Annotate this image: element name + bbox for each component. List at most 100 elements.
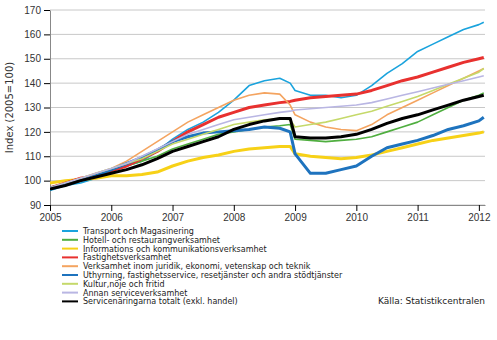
x-tick: 2007	[162, 205, 185, 223]
legend-item: Informations och kommunikationsverksamhe…	[62, 245, 267, 254]
x-tick-mark	[50, 205, 51, 211]
x-tick-label: 2011	[407, 212, 429, 223]
x-tick-label: 2009	[284, 212, 307, 223]
grid-line	[50, 156, 485, 157]
legend-swatch	[62, 230, 78, 232]
legend-label: Hotell- och restaurangverksamhet	[83, 236, 220, 245]
series-line	[50, 58, 484, 188]
x-tick: 2009	[284, 205, 307, 223]
x-tick-mark	[111, 205, 112, 211]
x-tick: 2010	[346, 205, 369, 223]
x-tick-label: 2007	[162, 212, 185, 223]
source-note: Källa: Statistikcentralen	[378, 296, 485, 306]
x-tick: 2008	[223, 205, 246, 223]
y-tick: 130	[24, 102, 50, 113]
x-tick-mark	[173, 205, 174, 211]
x-axis-line	[51, 205, 486, 206]
legend-item: Fastighetsverksamhet	[62, 253, 171, 262]
y-tick-label: 130	[24, 102, 41, 113]
legend-swatch	[62, 283, 78, 285]
grid-line	[50, 10, 485, 11]
x-tick-label: 2005	[39, 212, 62, 223]
legend-swatch	[62, 248, 78, 250]
series-line	[50, 69, 484, 188]
legend-label: Annan serviceverksamhet	[83, 289, 187, 298]
legend-label: Informations och kommunikationsverksamhe…	[83, 245, 267, 254]
y-tick-label: 120	[24, 127, 41, 138]
grid	[50, 10, 485, 205]
y-tick: 110	[25, 151, 50, 162]
legend-swatch	[62, 274, 78, 276]
y-tick-label: 90	[30, 200, 42, 211]
legend-label: Fastighetsverksamhet	[83, 253, 171, 262]
y-tick-label: 160	[24, 29, 41, 40]
y-tick: 140	[24, 78, 50, 89]
legend-swatch	[62, 292, 78, 294]
grid-line	[50, 83, 485, 84]
y-tick-mark	[44, 10, 50, 11]
y-axis-line	[50, 11, 51, 206]
legend-item: Hotell- och restaurangverksamhet	[62, 236, 220, 245]
y-tick-mark	[44, 59, 50, 60]
x-tick-mark	[356, 205, 357, 211]
plot-area: 9010011012013014015016017020052006200720…	[24, 5, 491, 223]
legend-item: Uthyrning, fastighetsservice, resetjänst…	[62, 271, 343, 280]
grid-line	[50, 205, 485, 206]
lines	[50, 22, 484, 190]
y-tick-mark	[44, 34, 50, 35]
legend-swatch	[62, 300, 78, 302]
grid-line	[50, 34, 485, 35]
legend-swatch	[62, 256, 78, 258]
x-tick-mark	[418, 205, 419, 211]
y-tick-mark	[44, 83, 50, 84]
x-tick-label: 2006	[101, 212, 124, 223]
legend-label: Servicenäringarna totalt (exkl. handel)	[83, 297, 238, 306]
grid-line	[50, 58, 485, 59]
x-tick-mark	[234, 205, 235, 211]
grid-line	[50, 180, 485, 181]
x-tick: 2012	[468, 205, 491, 223]
legend-item: Kultur,nöje och fritid	[62, 280, 165, 289]
legend-item: Transport och Magasinering	[62, 227, 194, 236]
x-tick-mark	[295, 205, 296, 211]
y-axis-title: Index (2005=100)	[4, 62, 15, 154]
chart-svg: 9010011012013014015016017020052006200720…	[0, 0, 497, 340]
y-tick-mark	[44, 108, 50, 109]
y-tick: 100	[24, 175, 50, 186]
legend-swatch	[62, 239, 78, 241]
legend-item: Verksamhet inom juridik, ekonomi, vetens…	[62, 262, 311, 271]
y-tick: 170	[24, 5, 50, 16]
x-tick-label: 2010	[346, 212, 369, 223]
y-tick-label: 100	[24, 175, 41, 186]
y-tick: 90	[30, 200, 50, 211]
x-tick-mark	[479, 205, 480, 211]
legend-label: Verksamhet inom juridik, ekonomi, vetens…	[83, 262, 311, 271]
legend: Transport och MagasineringHotell- och re…	[62, 227, 343, 306]
series-line	[50, 69, 484, 188]
y-tick-label: 150	[24, 53, 41, 64]
y-axis: 90 100 110 120 130 140 150 160 170	[24, 5, 50, 211]
y-tick-mark	[44, 181, 50, 182]
grid-line	[50, 107, 485, 108]
legend-label: Transport och Magasinering	[82, 227, 194, 236]
chart-container: 9010011012013014015016017020052006200720…	[0, 0, 497, 340]
y-tick-mark	[44, 205, 50, 206]
x-tick-label: 2012	[468, 212, 491, 223]
y-tick-label: 110	[25, 151, 41, 162]
series-line	[50, 95, 484, 189]
y-tick: 160	[24, 29, 50, 40]
y-tick-mark	[44, 156, 50, 157]
x-tick: 2011	[407, 205, 429, 223]
legend-item: Servicenäringarna totalt (exkl. handel)	[62, 297, 238, 306]
x-tick: 2006	[101, 205, 124, 223]
y-tick-label: 170	[24, 5, 41, 16]
x-axis: 2005 2006 2007 2008 2009 2010 2011 2012	[39, 205, 491, 223]
legend-swatch	[62, 265, 78, 267]
series-line	[50, 22, 484, 190]
y-tick-mark	[44, 132, 50, 133]
series-line	[50, 117, 484, 188]
grid-line	[50, 131, 485, 132]
y-tick: 120	[24, 127, 50, 138]
x-tick: 2005	[39, 205, 62, 223]
y-tick: 150	[24, 53, 50, 64]
